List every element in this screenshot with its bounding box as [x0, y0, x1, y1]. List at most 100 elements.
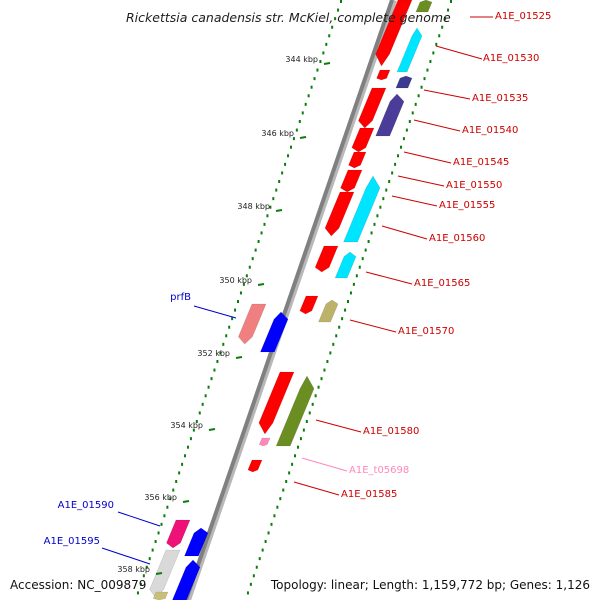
track-dot-left [184, 454, 187, 458]
track-dot-right [414, 102, 417, 106]
gene-arrow-prfb [238, 303, 267, 345]
gene-arrow-reverse [375, 0, 413, 67]
ruler-tick [208, 428, 216, 431]
gene-arrow-reverse [299, 295, 319, 315]
gene-arrow-reverse [358, 87, 387, 129]
track-dot-left [219, 351, 222, 355]
gene-label[interactable]: A1E_01570 [398, 326, 454, 337]
track-dot-left [228, 325, 231, 329]
track-dot-right [311, 402, 314, 406]
map-title: Rickettsia canadensis str. McKiel, compl… [126, 10, 451, 25]
gene-label[interactable]: A1E_01525 [495, 11, 551, 22]
track-dot-right [282, 488, 285, 492]
gene-label[interactable]: A1E_01580 [363, 426, 419, 437]
backbone-line [184, 0, 394, 600]
track-dot-left [242, 282, 245, 286]
track-dot-left [275, 188, 278, 192]
track-dot-right [341, 317, 344, 321]
track-dot-left [192, 428, 195, 432]
track-dot-left [175, 480, 178, 483]
leader-line [391, 195, 438, 207]
track-dot-left [207, 385, 210, 389]
track-dot-left [172, 488, 175, 492]
track-dot-right [273, 514, 276, 518]
ruler-tick [299, 136, 307, 139]
track-dot-right [249, 582, 252, 586]
leader-line [117, 511, 161, 527]
track-dot-right [352, 282, 355, 286]
track-dot-right [447, 8, 450, 12]
track-dot-left [231, 317, 234, 321]
track-dot-right [299, 437, 302, 441]
track-dot-left [248, 265, 251, 269]
track-dot-right [270, 522, 273, 526]
leader-line [381, 225, 428, 240]
gene-arrow-forward [375, 93, 405, 137]
gene-label[interactable]: A1E_01565 [414, 278, 470, 289]
track-dot-right [246, 591, 249, 595]
track-dot-right [332, 342, 335, 346]
gene-label[interactable]: A1E_01535 [472, 93, 528, 104]
track-dot-left [151, 548, 154, 552]
gene-label[interactable]: A1E_01530 [483, 53, 539, 64]
track-dot-left [204, 394, 207, 398]
leader-line [423, 89, 471, 100]
track-dot-right [349, 291, 352, 295]
track-dot-left [337, 8, 340, 12]
ruler-tick [275, 209, 283, 212]
track-dot-right [438, 34, 441, 38]
track-dot-left [142, 574, 145, 578]
gene-label[interactable]: A1E_01555 [439, 200, 495, 211]
track-dot-left [316, 68, 319, 72]
track-dot-left [325, 42, 328, 46]
track-dot-right [376, 214, 379, 218]
track-dot-right [408, 120, 411, 123]
gene-label[interactable]: prfB [170, 292, 191, 303]
track-dot-left [298, 120, 301, 123]
track-dot-right [302, 428, 305, 432]
gene-label[interactable]: A1E_01560 [429, 233, 485, 244]
track-dot-right [367, 240, 370, 243]
ruler-label: 352 kbp [197, 349, 230, 358]
gene-label[interactable]: A1E_01545 [453, 157, 509, 168]
tick-dots [136, 0, 452, 595]
track-dot-right [420, 85, 423, 89]
track-dot-left [234, 308, 237, 312]
backbone [184, 0, 397, 600]
track-dot-left [289, 145, 292, 149]
gene-arrow-reverse [314, 245, 339, 273]
track-dot-left [340, 0, 342, 3]
gene-label[interactable]: A1E_01590 [58, 500, 114, 511]
track-dot-left [225, 334, 228, 338]
gene-label[interactable]: A1E_01585 [341, 489, 397, 500]
track-dot-left [319, 60, 322, 63]
leader-line [413, 119, 461, 132]
gene-arrow-reverse [152, 591, 169, 600]
track-dot-left [178, 471, 181, 475]
track-dot-right [255, 565, 258, 569]
gene-label[interactable]: A1E_01550 [446, 180, 502, 191]
gene-arrow-forward [396, 27, 423, 73]
track-dot-left [254, 248, 257, 252]
track-dot-right [358, 265, 361, 269]
track-dot-left [292, 137, 295, 141]
gene-arrow-reverse [149, 549, 181, 599]
track-dot-left [163, 514, 166, 518]
track-dot-right [411, 111, 414, 115]
track-dot-left [307, 94, 310, 98]
track-dot-right [296, 445, 299, 449]
track-dot-right [294, 454, 297, 458]
gene-label[interactable]: A1E_t05698 [349, 465, 409, 476]
track-dot-left [260, 231, 263, 235]
track-dot-right [320, 377, 323, 381]
track-dot-right [329, 351, 332, 355]
gene-arrow-trna [258, 437, 271, 447]
gene-label[interactable]: A1E_01540 [462, 125, 518, 136]
leader-line [315, 419, 362, 433]
track-dot-right [450, 0, 452, 3]
gene-labels: A1E_01525 A1E_01530 A1E_01535 A1E_01540 A1E_… [44, 11, 551, 565]
track-dot-left [295, 128, 298, 132]
gene-label[interactable]: A1E_01595 [44, 536, 100, 547]
